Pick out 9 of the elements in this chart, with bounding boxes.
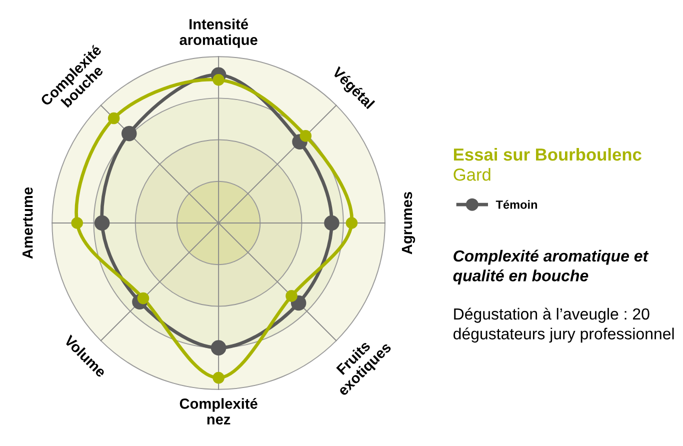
text: Gard	[454, 168, 490, 181]
text: Essai sur Bourboulenc	[454, 148, 642, 161]
spoke-label: Complexité nez	[180, 398, 258, 425]
spoke-label: Intensité aromatique	[180, 18, 258, 48]
text: Complexité aromatique et qualité en bouche	[453, 250, 649, 285]
legend-label: Témoin	[496, 200, 538, 209]
text: Dégustation à l’aveugle : 20 dégustateurs jury professionnel	[454, 308, 674, 343]
spoke-label: Agrumes	[402, 192, 416, 254]
spoke-label: Amertume	[22, 187, 33, 259]
